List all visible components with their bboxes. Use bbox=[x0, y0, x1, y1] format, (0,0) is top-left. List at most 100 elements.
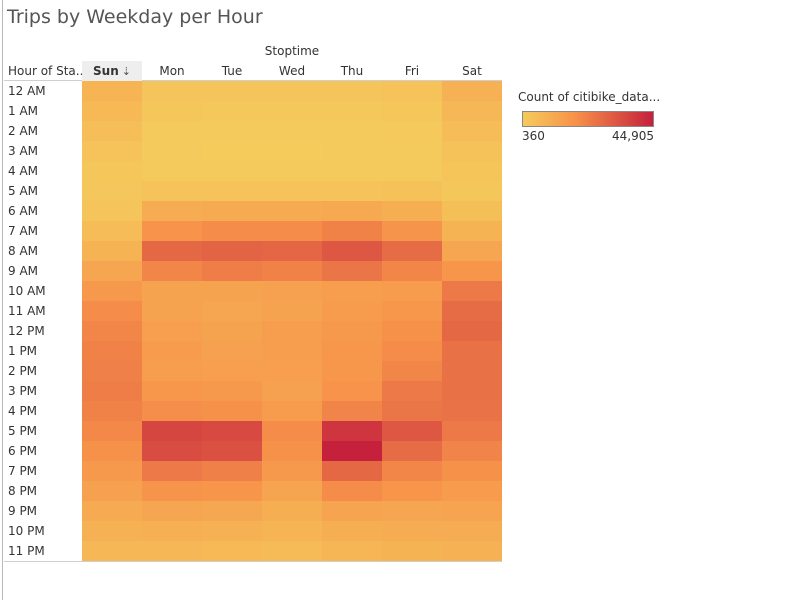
heatmap-cell[interactable] bbox=[442, 521, 502, 541]
heatmap-cell[interactable] bbox=[262, 101, 322, 121]
heatmap-cell[interactable] bbox=[142, 221, 202, 241]
heatmap-cell[interactable] bbox=[442, 121, 502, 141]
heatmap-cell[interactable] bbox=[442, 321, 502, 341]
heatmap-cell[interactable] bbox=[382, 441, 442, 461]
heatmap-cell[interactable] bbox=[262, 341, 322, 361]
heatmap-cell[interactable] bbox=[142, 241, 202, 261]
heatmap-cell[interactable] bbox=[382, 121, 442, 141]
heatmap-cell[interactable] bbox=[382, 341, 442, 361]
heatmap-cell[interactable] bbox=[322, 361, 382, 381]
heatmap-cell[interactable] bbox=[142, 181, 202, 201]
heatmap-cell[interactable] bbox=[82, 301, 142, 321]
heatmap-cell[interactable] bbox=[82, 221, 142, 241]
heatmap-cell[interactable] bbox=[82, 161, 142, 181]
heatmap-cell[interactable] bbox=[322, 381, 382, 401]
heatmap-cell[interactable] bbox=[442, 361, 502, 381]
heatmap-cell[interactable] bbox=[322, 301, 382, 321]
heatmap-cell[interactable] bbox=[442, 261, 502, 281]
heatmap-cell[interactable] bbox=[142, 301, 202, 321]
heatmap-cell[interactable] bbox=[442, 201, 502, 221]
column-header-sun[interactable]: Sun ⇣ bbox=[82, 61, 142, 81]
heatmap-cell[interactable] bbox=[142, 281, 202, 301]
heatmap-cell[interactable] bbox=[142, 381, 202, 401]
heatmap-cell[interactable] bbox=[202, 241, 262, 261]
heatmap-cell[interactable] bbox=[442, 81, 502, 101]
heatmap-cell[interactable] bbox=[202, 221, 262, 241]
heatmap-cell[interactable] bbox=[82, 421, 142, 441]
heatmap-cell[interactable] bbox=[202, 381, 262, 401]
heatmap-cell[interactable] bbox=[262, 261, 322, 281]
heatmap-cell[interactable] bbox=[262, 201, 322, 221]
heatmap-cell[interactable] bbox=[322, 521, 382, 541]
heatmap-cell[interactable] bbox=[382, 381, 442, 401]
heatmap-cell[interactable] bbox=[382, 401, 442, 421]
heatmap-cell[interactable] bbox=[382, 521, 442, 541]
legend-title[interactable]: Count of citibike_data... bbox=[518, 90, 661, 104]
row-axis-title[interactable]: Hour of Sta.. bbox=[8, 64, 84, 78]
heatmap-cell[interactable] bbox=[82, 81, 142, 101]
heatmap-cell[interactable] bbox=[142, 401, 202, 421]
heatmap-cell[interactable] bbox=[382, 201, 442, 221]
heatmap-cell[interactable] bbox=[202, 421, 262, 441]
heatmap-cell[interactable] bbox=[442, 241, 502, 261]
heatmap-cell[interactable] bbox=[322, 541, 382, 561]
heatmap-cell[interactable] bbox=[322, 101, 382, 121]
heatmap-cell[interactable] bbox=[202, 441, 262, 461]
heatmap-cell[interactable] bbox=[262, 161, 322, 181]
heatmap-cell[interactable] bbox=[442, 421, 502, 441]
heatmap-cell[interactable] bbox=[322, 341, 382, 361]
heatmap-cell[interactable] bbox=[322, 461, 382, 481]
heatmap-cell[interactable] bbox=[202, 361, 262, 381]
heatmap-cell[interactable] bbox=[322, 141, 382, 161]
heatmap-cell[interactable] bbox=[382, 361, 442, 381]
heatmap-cell[interactable] bbox=[382, 141, 442, 161]
heatmap-cell[interactable] bbox=[142, 461, 202, 481]
heatmap-cell[interactable] bbox=[82, 501, 142, 521]
heatmap-cell[interactable] bbox=[82, 481, 142, 501]
heatmap-cell[interactable] bbox=[202, 541, 262, 561]
heatmap-cell[interactable] bbox=[322, 421, 382, 441]
heatmap-cell[interactable] bbox=[202, 481, 262, 501]
heatmap-cell[interactable] bbox=[382, 421, 442, 441]
heatmap-cell[interactable] bbox=[262, 81, 322, 101]
heatmap-cell[interactable] bbox=[322, 401, 382, 421]
heatmap-cell[interactable] bbox=[202, 161, 262, 181]
heatmap-cell[interactable] bbox=[82, 141, 142, 161]
heatmap-cell[interactable] bbox=[82, 541, 142, 561]
heatmap-cell[interactable] bbox=[262, 481, 322, 501]
heatmap-cell[interactable] bbox=[262, 321, 322, 341]
heatmap-cell[interactable] bbox=[202, 201, 262, 221]
heatmap-cell[interactable] bbox=[262, 521, 322, 541]
heatmap-cell[interactable] bbox=[382, 161, 442, 181]
column-header-sat[interactable]: Sat bbox=[442, 64, 502, 78]
heatmap-cell[interactable] bbox=[382, 501, 442, 521]
heatmap-cell[interactable] bbox=[382, 101, 442, 121]
heatmap-cell[interactable] bbox=[202, 281, 262, 301]
heatmap-cell[interactable] bbox=[322, 121, 382, 141]
heatmap-cell[interactable] bbox=[322, 221, 382, 241]
heatmap-cell[interactable] bbox=[82, 241, 142, 261]
heatmap-cell[interactable] bbox=[82, 201, 142, 221]
heatmap-cell[interactable] bbox=[262, 281, 322, 301]
heatmap-cell[interactable] bbox=[322, 501, 382, 521]
heatmap-cell[interactable] bbox=[382, 221, 442, 241]
heatmap-cell[interactable] bbox=[322, 161, 382, 181]
heatmap-cell[interactable] bbox=[382, 241, 442, 261]
column-header-fri[interactable]: Fri bbox=[382, 64, 442, 78]
heatmap-cell[interactable] bbox=[142, 261, 202, 281]
heatmap-cell[interactable] bbox=[322, 261, 382, 281]
column-header-thu[interactable]: Thu bbox=[322, 64, 382, 78]
heatmap-cell[interactable] bbox=[442, 481, 502, 501]
heatmap-cell[interactable] bbox=[202, 121, 262, 141]
heatmap-cell[interactable] bbox=[262, 141, 322, 161]
heatmap-cell[interactable] bbox=[142, 201, 202, 221]
heatmap-cell[interactable] bbox=[382, 541, 442, 561]
heatmap-cell[interactable] bbox=[262, 361, 322, 381]
heatmap-cell[interactable] bbox=[442, 341, 502, 361]
heatmap-cell[interactable] bbox=[442, 141, 502, 161]
heatmap-cell[interactable] bbox=[442, 281, 502, 301]
heatmap-cell[interactable] bbox=[262, 501, 322, 521]
heatmap-cell[interactable] bbox=[142, 121, 202, 141]
heatmap-cell[interactable] bbox=[142, 341, 202, 361]
heatmap-cell[interactable] bbox=[382, 321, 442, 341]
